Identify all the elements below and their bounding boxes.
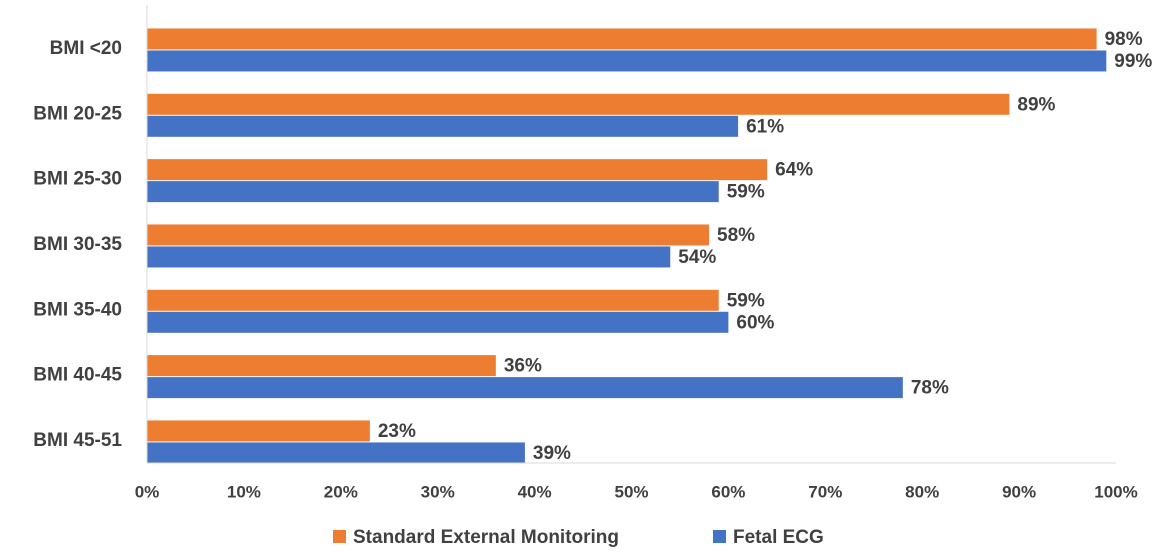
legend-swatch [713,530,726,543]
x-tick-label: 40% [518,482,552,501]
bar [147,355,496,377]
bar [147,93,1010,115]
bar [147,159,768,181]
legend-swatch [333,530,346,543]
bar [147,28,1097,50]
value-label: 64% [775,160,813,181]
category-label: BMI 20-25 [33,103,122,124]
bar [147,289,719,311]
bar [147,246,671,268]
x-tick-label: 90% [1002,482,1036,501]
value-label: 39% [533,443,571,464]
x-tick-label: 80% [905,482,939,501]
legend-label: Standard External Monitoring [353,527,619,548]
value-label: 58% [717,225,755,246]
value-label: 54% [678,247,716,268]
value-label: 60% [736,312,774,333]
category-label: BMI 40-45 [33,365,122,386]
x-tick-label: 20% [324,482,358,501]
category-label: BMI 35-40 [33,299,122,320]
x-tick-label: 50% [614,482,648,501]
bar [147,442,525,464]
value-label: 99% [1114,51,1152,72]
x-tick-label: 30% [421,482,455,501]
bar [147,311,729,333]
bar [147,181,719,203]
value-label: 59% [727,290,765,311]
category-label: BMI 45-51 [33,430,122,451]
category-label: BMI 25-30 [33,169,122,190]
bar [147,420,370,442]
bar [147,377,903,399]
x-tick-label: 0% [135,482,160,501]
value-label: 59% [727,182,765,203]
value-label: 78% [911,378,949,399]
value-label: 89% [1017,94,1055,115]
bar [147,224,710,246]
x-tick-label: 10% [227,482,261,501]
category-label: BMI <20 [50,38,122,59]
bar [147,115,739,137]
bar [147,50,1107,72]
value-label: 61% [746,116,784,137]
value-label: 36% [504,356,542,377]
x-tick-label: 60% [711,482,745,501]
x-tick-label: 100% [1094,482,1137,501]
value-label: 98% [1105,29,1143,50]
category-label: BMI 30-35 [33,234,122,255]
x-tick-label: 70% [808,482,842,501]
value-label: 23% [378,421,416,442]
legend-label: Fetal ECG [733,527,824,548]
